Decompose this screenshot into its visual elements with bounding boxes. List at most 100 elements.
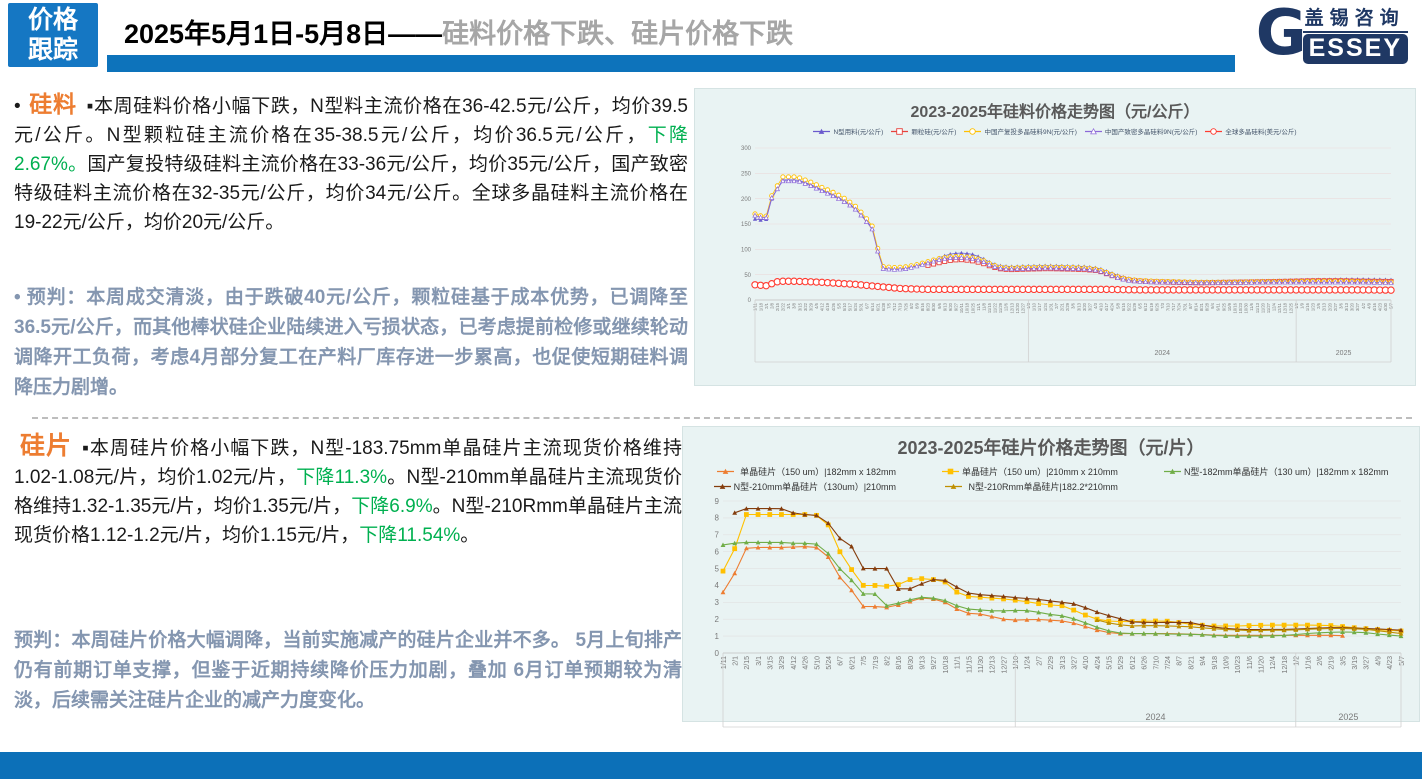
svg-text:12/13: 12/13 bbox=[1009, 302, 1014, 313]
svg-text:8/30: 8/30 bbox=[931, 302, 936, 311]
svg-text:9/27: 9/27 bbox=[954, 302, 959, 311]
svg-text:3/1: 3/1 bbox=[786, 302, 791, 308]
material-forecast-text: 预判：本周成交清淡，由于跌破40元/公斤，颗粒硅基于成本优势，已调降至36.5元… bbox=[14, 287, 688, 398]
svg-text:3/8: 3/8 bbox=[792, 302, 797, 308]
material-summary-part1: ▪本周硅料价格小幅下跌，N型料主流价格在36-42.5元/公斤，均价39.5元/… bbox=[14, 96, 688, 146]
svg-text:6/12: 6/12 bbox=[1143, 302, 1148, 311]
svg-text:11/27: 11/27 bbox=[1266, 302, 1271, 313]
svg-text:5/29: 5/29 bbox=[1118, 656, 1125, 670]
svg-text:10/23: 10/23 bbox=[1238, 302, 1243, 313]
svg-text:5/17: 5/17 bbox=[848, 302, 853, 311]
svg-text:3/6: 3/6 bbox=[1338, 302, 1343, 308]
svg-text:7/24: 7/24 bbox=[1165, 656, 1172, 670]
svg-text:7/12: 7/12 bbox=[892, 302, 897, 311]
svg-text:300: 300 bbox=[741, 146, 752, 152]
legend-item: N型-182mm单晶硅片（130 um）|182mm x 182mm bbox=[1163, 465, 1388, 478]
price-tracking-badge: 价格 跟踪 bbox=[8, 3, 98, 67]
svg-text:11/20: 11/20 bbox=[1260, 302, 1265, 313]
legend-item: 中国产复投多晶硅料9N(元/公斤) bbox=[964, 126, 1077, 136]
svg-text:9/20: 9/20 bbox=[948, 302, 953, 311]
svg-text:8/21: 8/21 bbox=[1199, 302, 1204, 311]
svg-text:11/6: 11/6 bbox=[1247, 656, 1254, 669]
svg-text:3/27: 3/27 bbox=[1071, 656, 1078, 670]
svg-text:7/26: 7/26 bbox=[903, 302, 908, 311]
svg-text:5/22: 5/22 bbox=[1126, 302, 1131, 311]
svg-text:10/9: 10/9 bbox=[1223, 656, 1230, 670]
svg-text:5/7: 5/7 bbox=[1399, 656, 1406, 666]
svg-text:6/7: 6/7 bbox=[864, 302, 869, 308]
title-underline-bar bbox=[107, 55, 1235, 72]
svg-text:4/24: 4/24 bbox=[1110, 302, 1115, 311]
svg-text:4/26: 4/26 bbox=[803, 656, 810, 670]
svg-text:100: 100 bbox=[741, 247, 752, 253]
wafer-decline-value-2: 下降6.9% bbox=[351, 496, 433, 517]
svg-text:8/28: 8/28 bbox=[1205, 302, 1210, 311]
svg-text:7/3: 7/3 bbox=[1160, 302, 1165, 308]
svg-text:3/27: 3/27 bbox=[1087, 302, 1092, 311]
svg-text:1/2: 1/2 bbox=[1294, 656, 1301, 666]
svg-text:7: 7 bbox=[715, 531, 720, 540]
svg-text:3/29: 3/29 bbox=[808, 302, 813, 311]
svg-text:6/5: 6/5 bbox=[1138, 302, 1143, 308]
svg-text:250: 250 bbox=[741, 171, 752, 177]
svg-text:4/12: 4/12 bbox=[791, 656, 798, 670]
svg-text:2/8: 2/8 bbox=[769, 302, 774, 308]
svg-text:11/15: 11/15 bbox=[966, 656, 973, 673]
material-price-line-chart: 0501001502002503001/111/182/12/82/152/22… bbox=[741, 146, 1395, 363]
svg-text:6/7: 6/7 bbox=[838, 656, 845, 666]
svg-text:2/1: 2/1 bbox=[732, 656, 739, 666]
svg-text:1/16: 1/16 bbox=[1305, 302, 1310, 311]
svg-text:6/14: 6/14 bbox=[870, 302, 875, 311]
svg-text:6/28: 6/28 bbox=[881, 302, 886, 311]
svg-text:6/26: 6/26 bbox=[1142, 656, 1149, 670]
svg-text:9: 9 bbox=[715, 497, 720, 506]
badge-line1: 价格 bbox=[27, 6, 78, 34]
silicon-wafer-section: 硅片 ▪本周硅片价格小幅下跌，N型-183.75mm单晶硅片主流现货价格维持1.0… bbox=[14, 432, 682, 550]
svg-text:2/6: 2/6 bbox=[1316, 302, 1321, 308]
svg-text:3/15: 3/15 bbox=[797, 302, 802, 311]
svg-text:2/21: 2/21 bbox=[1060, 302, 1065, 311]
svg-text:3/6: 3/6 bbox=[1071, 302, 1076, 308]
legend-item: 中国产致密多晶硅料9N(元/公斤) bbox=[1084, 126, 1197, 136]
svg-text:2024: 2024 bbox=[1154, 350, 1170, 357]
svg-text:1: 1 bbox=[715, 632, 720, 641]
svg-text:11/6: 11/6 bbox=[1249, 302, 1254, 311]
chart-panel-material: 2023-2025年硅料价格走势图（元/公斤） N型用料(元/公斤) 颗粒硅(元/… bbox=[694, 88, 1416, 386]
svg-text:11/8: 11/8 bbox=[981, 302, 986, 311]
title-date-range: 2025年5月1日-5月8日—— bbox=[124, 19, 443, 49]
svg-text:7/31: 7/31 bbox=[1182, 302, 1187, 311]
svg-text:8/16: 8/16 bbox=[896, 656, 903, 670]
svg-text:5/24: 5/24 bbox=[826, 656, 833, 670]
svg-text:1/23: 1/23 bbox=[1311, 302, 1316, 311]
svg-text:4/16: 4/16 bbox=[1372, 302, 1377, 311]
svg-text:9/25: 9/25 bbox=[1221, 302, 1226, 311]
svg-text:9/6: 9/6 bbox=[937, 302, 942, 308]
wafer-heading: 硅片 bbox=[20, 432, 73, 460]
silicon-material-section: • 硅料 ▪本周硅料价格小幅下跌，N型料主流价格在36-42.5元/公斤，均价39.… bbox=[14, 90, 688, 237]
svg-text:3: 3 bbox=[715, 598, 720, 607]
svg-text:3/27: 3/27 bbox=[1364, 656, 1371, 670]
svg-text:12/25: 12/25 bbox=[1288, 302, 1293, 313]
svg-text:6/21: 6/21 bbox=[875, 302, 880, 311]
svg-text:200: 200 bbox=[741, 197, 752, 203]
svg-text:3/19: 3/19 bbox=[1352, 656, 1359, 670]
wafer-price-line-chart: 0 1 2 3 4 5 6 7 8 9 1/11 2/1 2/15 3/1 3/15 3/29 4/12 4/26… bbox=[715, 497, 1406, 728]
svg-text:10/25: 10/25 bbox=[970, 302, 975, 313]
svg-text:4/5: 4/5 bbox=[814, 302, 819, 308]
svg-text:4/17: 4/17 bbox=[1104, 302, 1109, 311]
svg-text:0: 0 bbox=[748, 298, 752, 304]
svg-text:2/19: 2/19 bbox=[1329, 656, 1336, 670]
svg-text:2/22: 2/22 bbox=[781, 302, 786, 311]
svg-text:4/10: 4/10 bbox=[1099, 302, 1104, 311]
svg-text:8/14: 8/14 bbox=[1193, 302, 1198, 311]
svg-text:12/20: 12/20 bbox=[1015, 302, 1020, 313]
svg-text:9/13: 9/13 bbox=[920, 656, 927, 670]
legend-item: 单晶硅片（150 um）|210mm x 210mm bbox=[942, 465, 1118, 478]
svg-text:7/19: 7/19 bbox=[873, 656, 880, 670]
svg-text:2/29: 2/29 bbox=[1048, 656, 1055, 670]
footer-bar bbox=[0, 752, 1422, 779]
legend-item: 单晶硅片（150 um）|182mm x 182mm bbox=[714, 465, 896, 478]
svg-text:3/15: 3/15 bbox=[768, 656, 775, 670]
svg-text:5/31: 5/31 bbox=[859, 302, 864, 311]
